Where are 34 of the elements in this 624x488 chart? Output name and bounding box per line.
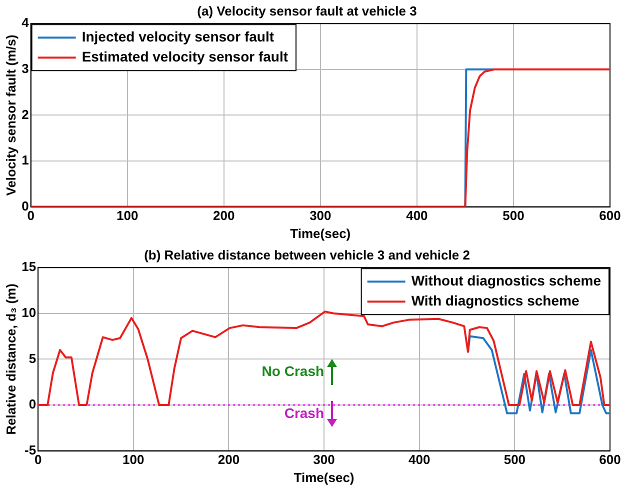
- y-axis-title: Velocity sensor fault (m/s): [3, 34, 18, 196]
- legend-label: Estimated velocity sensor fault: [82, 48, 288, 64]
- chart-title: (a) Velocity sensor fault at vehicle 3: [197, 3, 417, 18]
- x-tick-label: 100: [122, 452, 144, 468]
- annotation: Crash: [284, 405, 324, 422]
- y-tick-label: 0: [22, 198, 29, 214]
- x-tick-label: 600: [599, 452, 621, 468]
- legend-label: Injected velocity sensor fault: [82, 28, 274, 44]
- x-axis-title: Time(sec): [294, 470, 354, 485]
- chart-title: (b) Relative distance between vehicle 3 and vehicle 2: [144, 247, 470, 262]
- x-tick-label: 300: [313, 452, 335, 468]
- y-tick-label: 2: [22, 106, 29, 122]
- y-tick-label: 5: [28, 350, 36, 366]
- x-tick-label: 100: [116, 208, 138, 224]
- y-tick-label: 1: [22, 152, 29, 168]
- y-tick-label: 10: [22, 304, 36, 320]
- y-tick-label: 4: [22, 15, 30, 30]
- x-axis-title: Time(sec): [290, 226, 351, 241]
- x-tick-label: 500: [502, 208, 524, 224]
- y-tick-label: 0: [28, 396, 36, 412]
- x-tick-label: 200: [218, 452, 240, 468]
- x-tick-label: 200: [213, 208, 235, 224]
- x-tick-label: 400: [408, 452, 430, 468]
- annotation: No Crash: [262, 362, 324, 379]
- legend-label: Without diagnostics scheme: [411, 272, 602, 288]
- y-tick-label: 3: [22, 60, 29, 76]
- x-tick-label: 300: [310, 208, 332, 224]
- legend-label: With diagnostics scheme: [411, 292, 580, 308]
- x-tick-label: 500: [504, 452, 526, 468]
- y-tick-label: -5: [24, 442, 36, 458]
- x-tick-label: 600: [599, 208, 621, 224]
- x-tick-label: 400: [406, 208, 428, 224]
- y-tick-label: 15: [22, 259, 36, 274]
- y-axis-title: Relative distance, d₃ (m): [3, 284, 18, 435]
